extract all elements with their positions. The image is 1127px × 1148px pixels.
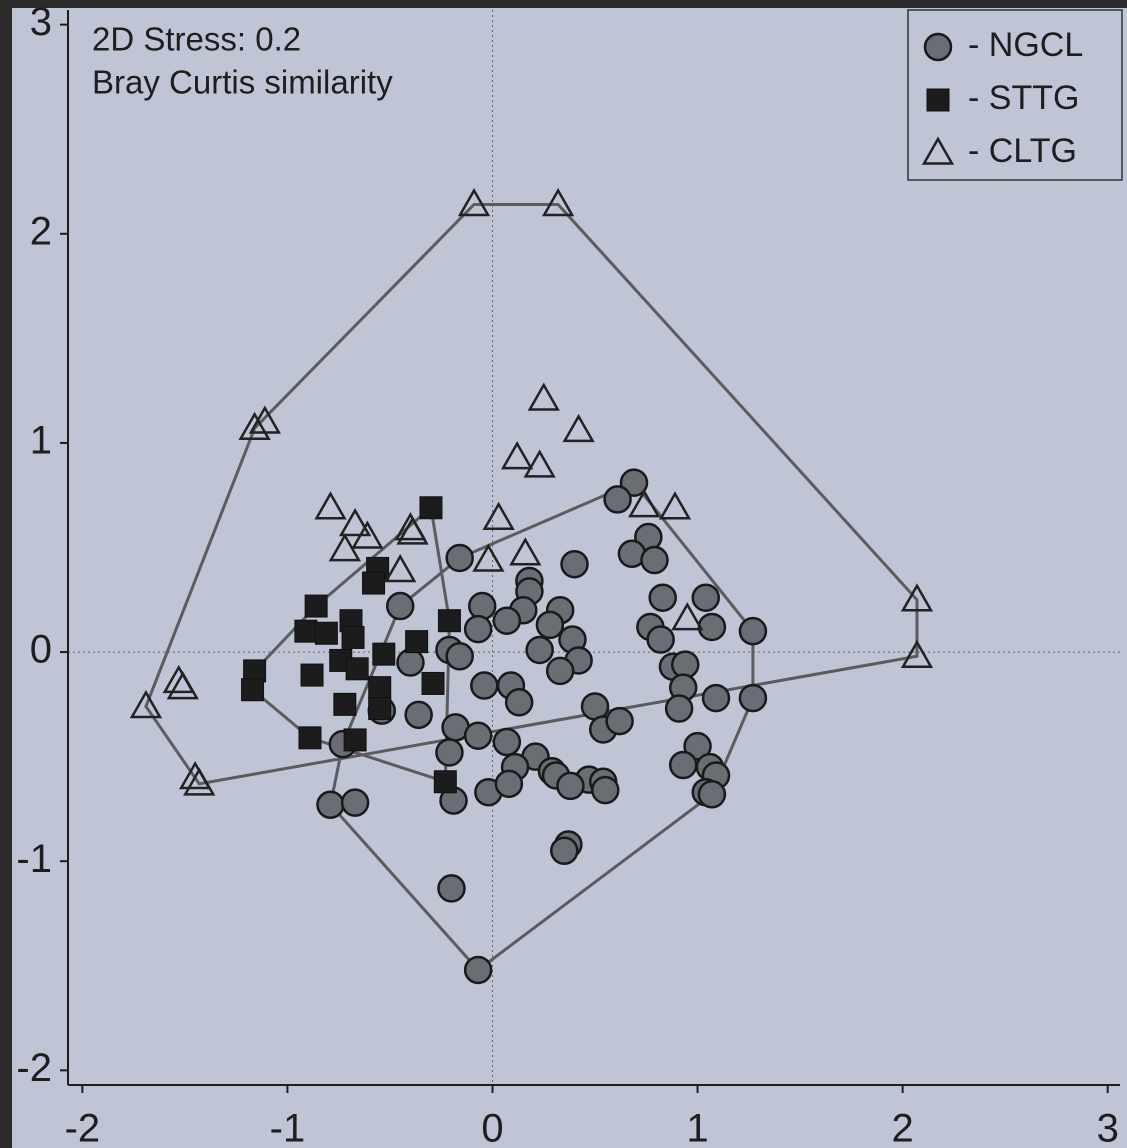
point-square xyxy=(344,729,366,751)
point-circle xyxy=(469,593,495,619)
point-square xyxy=(299,727,321,749)
y-tick-label: 0 xyxy=(30,628,52,672)
point-square xyxy=(242,679,264,701)
y-tick-label: -1 xyxy=(16,837,52,881)
point-circle xyxy=(436,739,462,765)
point-circle xyxy=(592,777,618,803)
point-square xyxy=(406,631,428,653)
point-square xyxy=(346,658,368,680)
point-circle xyxy=(605,486,631,512)
point-circle xyxy=(494,608,520,634)
y-tick-label: -2 xyxy=(16,1046,52,1090)
point-circle xyxy=(551,838,577,864)
x-tick-label: 1 xyxy=(686,1107,708,1148)
point-square xyxy=(363,572,385,594)
point-circle xyxy=(447,643,473,669)
legend-label: - CLTG xyxy=(968,132,1077,170)
point-circle xyxy=(693,585,719,611)
point-circle xyxy=(496,771,522,797)
x-tick-label: -2 xyxy=(65,1107,101,1148)
point-circle xyxy=(342,790,368,816)
point-circle xyxy=(317,792,343,818)
point-circle xyxy=(465,723,491,749)
x-tick-label: 0 xyxy=(481,1107,503,1148)
point-square xyxy=(305,595,327,617)
point-square xyxy=(373,643,395,665)
x-tick-label: 2 xyxy=(892,1107,914,1148)
point-circle xyxy=(666,696,692,722)
point-circle xyxy=(703,685,729,711)
point-circle xyxy=(506,689,532,715)
point-circle xyxy=(387,593,413,619)
point-circle xyxy=(562,551,588,577)
point-circle xyxy=(557,773,583,799)
point-circle xyxy=(670,752,696,778)
point-circle xyxy=(740,685,766,711)
point-circle xyxy=(648,627,674,653)
point-square xyxy=(342,626,364,648)
annotation: Bray Curtis similarity xyxy=(92,64,393,101)
point-circle xyxy=(740,618,766,644)
point-circle xyxy=(650,585,676,611)
point-circle xyxy=(537,612,563,638)
point-square xyxy=(369,698,391,720)
point-circle xyxy=(699,781,725,807)
point-circle xyxy=(465,616,491,642)
chart: 2D Stress: 0.2 Bray Curtis similarity -2… xyxy=(0,0,1127,1148)
point-square xyxy=(295,620,317,642)
point-circle xyxy=(397,650,423,676)
page: 2D Stress: 0.2 Bray Curtis similarity -2… xyxy=(0,0,1127,1148)
legend-label: - NGCL xyxy=(968,26,1083,64)
point-circle xyxy=(527,637,553,663)
point-circle xyxy=(406,702,432,728)
point-circle xyxy=(699,614,725,640)
point-square xyxy=(434,771,456,793)
point-square xyxy=(334,693,356,715)
y-tick-label: 2 xyxy=(30,209,52,253)
y-tick-label: 1 xyxy=(30,418,52,462)
y-tick-label: 3 xyxy=(30,0,52,44)
x-tick-label: 3 xyxy=(1097,1107,1119,1148)
legend-label: - STTG xyxy=(968,79,1079,117)
point-square xyxy=(369,677,391,699)
point-circle xyxy=(494,729,520,755)
x-tick-label: -1 xyxy=(270,1107,306,1148)
point-circle xyxy=(447,545,473,571)
annotation: 2D Stress: 0.2 xyxy=(92,21,301,58)
point-circle xyxy=(607,708,633,734)
point-circle xyxy=(547,658,573,684)
point-square xyxy=(420,497,442,519)
point-circle xyxy=(438,875,464,901)
point-square xyxy=(301,664,323,686)
point-circle xyxy=(465,957,491,983)
point-square xyxy=(315,622,337,644)
legend-marker xyxy=(927,89,949,111)
point-square xyxy=(438,610,460,632)
point-circle xyxy=(471,673,497,699)
point-circle xyxy=(641,547,667,573)
point-square xyxy=(422,672,444,694)
legend-marker xyxy=(925,34,951,60)
